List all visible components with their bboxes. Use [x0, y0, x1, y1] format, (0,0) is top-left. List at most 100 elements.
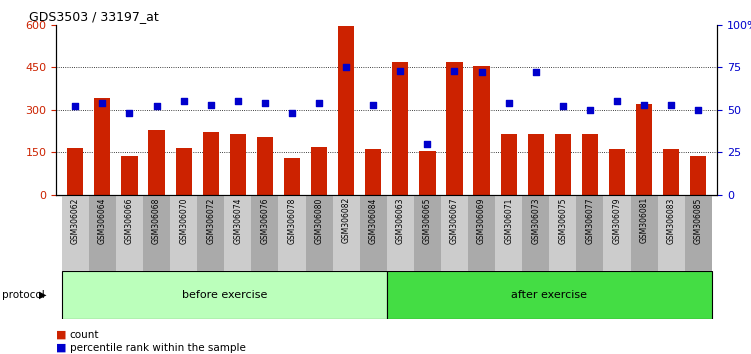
Bar [609, 149, 625, 195]
Text: GSM306063: GSM306063 [396, 197, 405, 244]
Bar [284, 158, 300, 195]
Point [448, 68, 460, 74]
Text: GDS3503 / 33197_at: GDS3503 / 33197_at [29, 10, 158, 23]
Bar [555, 134, 571, 195]
Bar [663, 149, 680, 195]
Text: GSM306077: GSM306077 [585, 197, 594, 244]
Text: protocol: protocol [2, 290, 44, 300]
Point [178, 98, 190, 104]
Bar [122, 156, 137, 195]
Point [421, 141, 433, 147]
Bar [89, 195, 116, 278]
Text: GSM306066: GSM306066 [125, 197, 134, 244]
Bar [257, 137, 273, 195]
Text: ▶: ▶ [39, 290, 47, 300]
Bar [170, 195, 198, 278]
Bar [392, 62, 409, 195]
Bar [143, 195, 170, 278]
Text: count: count [70, 330, 99, 339]
Bar [685, 195, 712, 278]
Point [638, 102, 650, 108]
Point [367, 102, 379, 108]
Text: GSM306079: GSM306079 [613, 197, 622, 244]
Bar [419, 151, 436, 195]
Point [556, 103, 569, 109]
Text: GSM306084: GSM306084 [369, 197, 378, 244]
Bar [333, 195, 360, 278]
Bar [230, 134, 246, 195]
Text: GSM306081: GSM306081 [640, 197, 649, 244]
Text: GSM306074: GSM306074 [234, 197, 243, 244]
Text: before exercise: before exercise [182, 290, 267, 300]
Point [529, 69, 541, 75]
Bar [576, 195, 604, 278]
Bar [176, 148, 192, 195]
Point [286, 110, 298, 116]
Text: GSM306071: GSM306071 [504, 197, 513, 244]
Bar [203, 132, 219, 195]
Point [502, 100, 514, 106]
Bar [387, 271, 712, 319]
Point [692, 107, 704, 113]
Bar [62, 271, 387, 319]
Bar [441, 195, 468, 278]
Point [475, 69, 487, 75]
Text: GSM306070: GSM306070 [179, 197, 189, 244]
Text: GSM306073: GSM306073 [531, 197, 540, 244]
Bar [528, 134, 544, 195]
Bar [62, 195, 89, 278]
Point [313, 100, 325, 106]
Text: GSM306072: GSM306072 [207, 197, 216, 244]
Bar [631, 195, 658, 278]
Bar [500, 134, 517, 195]
Bar [360, 195, 387, 278]
Text: GSM306062: GSM306062 [71, 197, 80, 244]
Point [150, 103, 162, 109]
Bar [365, 149, 382, 195]
Bar [549, 195, 576, 278]
Bar [67, 148, 83, 195]
Bar [116, 195, 143, 278]
Bar [225, 195, 252, 278]
Point [611, 98, 623, 104]
Text: GSM306083: GSM306083 [667, 197, 676, 244]
Bar [604, 195, 631, 278]
Text: GSM306065: GSM306065 [423, 197, 432, 244]
Point [69, 103, 81, 109]
Bar [338, 26, 354, 195]
Text: GSM306076: GSM306076 [261, 197, 270, 244]
Text: GSM306068: GSM306068 [152, 197, 161, 244]
Bar [279, 195, 306, 278]
Point [232, 98, 244, 104]
Text: percentile rank within the sample: percentile rank within the sample [70, 343, 246, 353]
Bar [582, 134, 598, 195]
Text: GSM306085: GSM306085 [694, 197, 703, 244]
Text: GSM306064: GSM306064 [98, 197, 107, 244]
Bar [306, 195, 333, 278]
Text: GSM306078: GSM306078 [288, 197, 297, 244]
Text: GSM306069: GSM306069 [477, 197, 486, 244]
Text: GSM306082: GSM306082 [342, 197, 351, 244]
Point [665, 102, 677, 108]
Point [584, 107, 596, 113]
Point [394, 68, 406, 74]
Bar [149, 130, 164, 195]
Bar [311, 147, 327, 195]
Point [340, 64, 352, 70]
Bar [198, 195, 225, 278]
Point [123, 110, 135, 116]
Bar [636, 104, 652, 195]
Text: ■: ■ [56, 343, 67, 353]
Bar [446, 62, 463, 195]
Text: GSM306067: GSM306067 [450, 197, 459, 244]
Bar [468, 195, 495, 278]
Bar [495, 195, 522, 278]
Text: ■: ■ [56, 330, 67, 339]
Text: after exercise: after exercise [511, 290, 587, 300]
Point [205, 102, 217, 108]
Bar [387, 195, 414, 278]
Text: GSM306075: GSM306075 [558, 197, 567, 244]
Bar [473, 66, 490, 195]
Text: GSM306080: GSM306080 [315, 197, 324, 244]
Bar [252, 195, 279, 278]
